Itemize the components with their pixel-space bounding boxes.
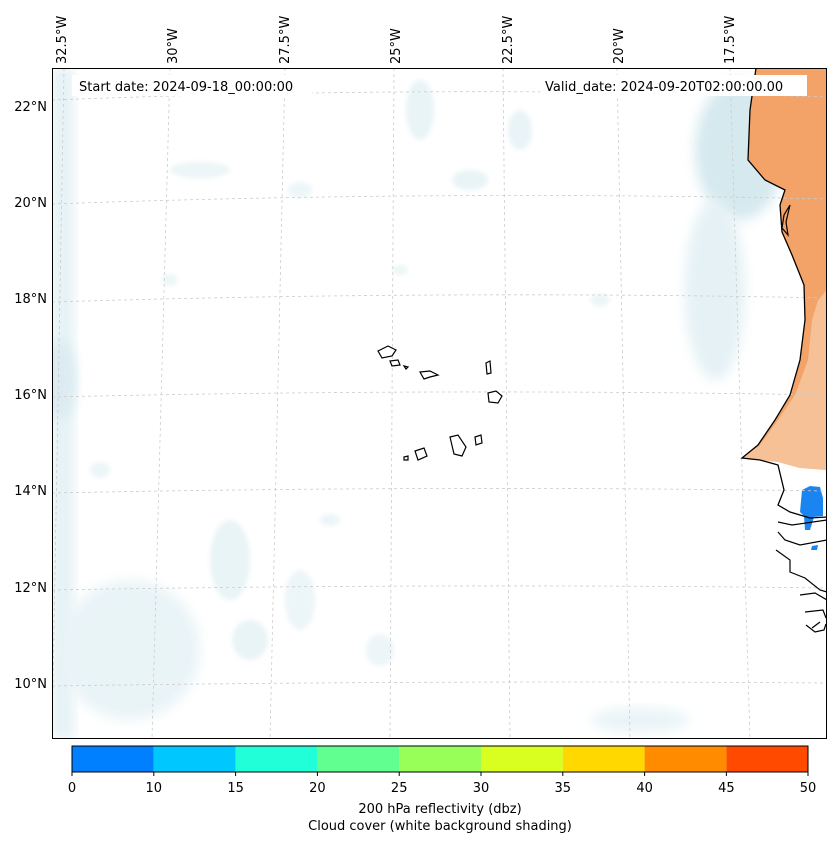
lat-label: 16°N	[14, 388, 47, 403]
coast-inlet	[781, 204, 791, 237]
colorbar-segment-35-40	[562, 746, 645, 772]
lon-label: 22.5°W	[501, 16, 516, 64]
colorbar-frame	[71, 745, 809, 773]
colorbar-segment-25-30	[399, 746, 481, 772]
lat-label: 10°N	[14, 677, 47, 692]
cape-verde-islands	[377, 345, 503, 461]
longitude-labels: 32.5°W 30°W 27.5°W 25°W 22.5°W 20°W 17.5…	[55, 16, 738, 64]
reflectivity-light-orange-region	[742, 290, 827, 470]
reflectivity-blue-speck	[811, 545, 818, 550]
island-maio	[474, 434, 483, 446]
colorbar-segment-15-20	[235, 746, 318, 772]
reflectivity-blue-cell	[800, 486, 823, 530]
island-sal	[485, 360, 492, 375]
island-santa-luzia	[402, 365, 410, 370]
island-boa-vista	[487, 390, 503, 404]
lon-label: 30°W	[166, 28, 181, 64]
island-santiago	[449, 434, 467, 457]
colorbar-tick-label: 35	[555, 781, 572, 796]
colorbar-segment-20-25	[317, 746, 400, 772]
start-date-label: Start date: 2024-09-18_00:00:00	[79, 80, 293, 95]
colorbar-label-line1: 200 hPa reflectivity (dbz)	[358, 802, 521, 817]
colorbar-tick-label: 40	[636, 781, 653, 796]
lat-label: 22°N	[14, 100, 47, 115]
colorbar-tick-marks	[71, 772, 809, 776]
colorbar-segment-0-10	[72, 746, 154, 772]
valid-date-label: Valid_date: 2024-09-20T02:00:00.00	[545, 80, 783, 95]
lat-label: 14°N	[14, 484, 47, 499]
colorbar-tick-label: 25	[391, 781, 408, 796]
start-date-box	[72, 75, 312, 96]
lat-label: 12°N	[14, 581, 47, 596]
colorbar-tick-label: 30	[473, 781, 490, 796]
lat-label: 18°N	[14, 292, 47, 307]
colorbar-label-line2: Cloud cover (white background shading)	[308, 819, 572, 834]
lon-label: 20°W	[612, 28, 627, 64]
cloud-cover-shading	[52, 68, 785, 739]
colorbar-segment-10-15	[153, 746, 236, 772]
colorbar-tick-label: 50	[800, 781, 817, 796]
valid-date-box	[540, 75, 807, 96]
colorbar-tick-label: 45	[718, 781, 735, 796]
map-gridlines	[52, 68, 827, 739]
colorbar-segment-30-35	[481, 746, 563, 772]
colorbar-segment-45-50	[726, 746, 808, 772]
lon-label: 25°W	[389, 28, 404, 64]
island-sao-nicolau	[419, 370, 440, 380]
island-brava	[403, 455, 409, 461]
lon-label: 32.5°W	[55, 16, 70, 64]
map-content	[52, 68, 827, 739]
island-sao-vicente	[389, 359, 401, 367]
colorbar-segment-40-45	[644, 746, 727, 772]
lon-label: 17.5°W	[723, 16, 738, 64]
west-africa-coastline	[740, 68, 827, 519]
island-fogo	[414, 447, 428, 461]
map-frame	[52, 68, 827, 739]
lon-label: 27.5°W	[278, 16, 293, 64]
colorbar: 0 10 15 20 25 30 35 40 45 50 200 hPa ref…	[68, 745, 817, 834]
latitude-labels: 22°N 20°N 18°N 16°N 14°N 12°N 10°N	[14, 100, 47, 692]
island-santo-antao	[377, 345, 397, 359]
gambia-guinea-coast	[775, 519, 827, 633]
colorbar-tick-label: 15	[227, 781, 244, 796]
colorbar-tick-label: 0	[68, 781, 76, 796]
colorbar-tick-label: 20	[309, 781, 326, 796]
lat-label: 20°N	[14, 196, 47, 211]
colorbar-tick-label: 10	[146, 781, 163, 796]
